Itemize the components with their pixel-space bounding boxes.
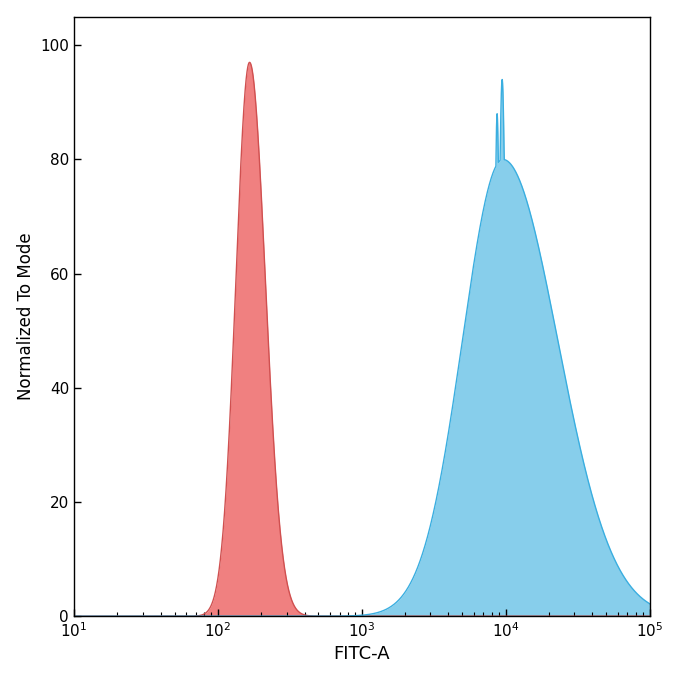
X-axis label: FITC-A: FITC-A <box>333 645 390 663</box>
Y-axis label: Normalized To Mode: Normalized To Mode <box>17 233 35 401</box>
